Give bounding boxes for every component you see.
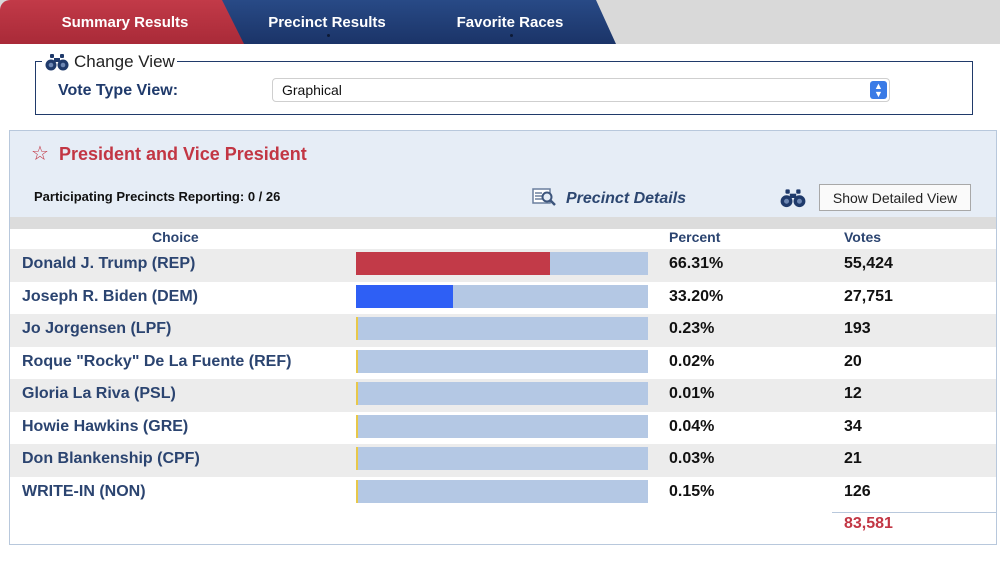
candidate-name[interactable]: Gloria La Riva (PSL)	[22, 385, 176, 402]
vote-bar-fill	[356, 317, 358, 340]
vote-type-value: Graphical	[282, 82, 342, 98]
tab-bar: Summary Results Precinct Results Favorit…	[0, 0, 1000, 44]
candidate-percent: 66.31%	[669, 255, 724, 272]
precincts-reporting: Participating Precincts Reporting: 0 / 2…	[34, 189, 281, 204]
candidate-percent: 0.03%	[669, 450, 715, 467]
tab-dot	[327, 34, 330, 37]
race-title: President and Vice President	[59, 144, 307, 164]
candidate-name[interactable]: Donald J. Trump (REP)	[22, 255, 196, 272]
select-arrows-icon: ▲ ▼	[870, 81, 887, 99]
favorite-star-icon[interactable]: ☆	[31, 143, 49, 165]
total-divider	[832, 512, 996, 513]
vote-bar-fill	[356, 382, 358, 405]
table-row: Don Blankenship (CPF) 0.03% 21	[10, 444, 996, 477]
candidate-percent: 0.23%	[669, 320, 715, 337]
candidate-votes: 12	[844, 385, 862, 402]
column-header-choice: Choice	[152, 229, 199, 245]
header-separator	[10, 217, 996, 229]
tab-precinct-label: Precinct Results	[268, 13, 386, 31]
candidate-percent: 0.04%	[669, 417, 715, 435]
vote-bar-fill	[356, 447, 358, 470]
tab-precinct-results[interactable]: Precinct Results	[222, 0, 432, 44]
candidate-percent: 0.02%	[669, 352, 715, 370]
binoculars-icon	[45, 54, 69, 71]
show-detailed-view-button[interactable]: Show Detailed View	[819, 184, 971, 211]
candidate-percent: 33.20%	[669, 287, 724, 305]
table-row: Howie Hawkins (GRE) 0.04% 34	[10, 412, 996, 445]
tab-dot	[510, 34, 513, 37]
candidate-votes: 34	[844, 417, 862, 435]
table-row: Gloria La Riva (PSL) 0.01% 12	[10, 379, 996, 412]
candidate-name[interactable]: Don Blankenship (CPF)	[22, 450, 200, 467]
vote-bar-fill	[356, 414, 358, 438]
vote-bar	[356, 382, 648, 405]
candidate-votes: 126	[844, 482, 871, 500]
table-row: WRITE-IN (NON) 0.15% 126	[10, 477, 996, 510]
vote-bar-fill	[356, 349, 358, 373]
tab-summary-label: Summary Results	[61, 13, 189, 31]
vote-bar	[356, 252, 648, 275]
candidate-percent: 0.01%	[669, 385, 715, 402]
table-row: Donald J. Trump (REP) 66.31% 55,424	[10, 249, 996, 282]
precinct-details-icon[interactable]	[532, 187, 558, 207]
table-row: Joseph R. Biden (DEM) 33.20% 27,751	[10, 282, 996, 315]
candidate-votes: 55,424	[844, 255, 893, 272]
vote-bar-fill	[356, 479, 358, 503]
tab-favorite-label: Favorite Races	[456, 13, 564, 31]
vote-bar-fill	[356, 252, 550, 275]
candidate-percent: 0.15%	[669, 482, 715, 500]
vote-bar	[356, 447, 648, 470]
tab-favorite-races[interactable]: Favorite Races	[404, 0, 616, 44]
binoculars-icon	[780, 189, 806, 208]
table-row: Roque "Rocky" De La Fuente (REF) 0.02% 20	[10, 347, 996, 380]
race-header: ☆ President and Vice President Participa…	[10, 131, 996, 217]
change-view-box: Change View Vote Type View: Graphical ▲ ▼	[35, 52, 973, 115]
change-view-legend: Change View	[42, 52, 177, 72]
tab-summary-results[interactable]: Summary Results	[0, 0, 250, 44]
precinct-details-link[interactable]: Precinct Details	[566, 190, 687, 207]
candidate-name[interactable]: Roque "Rocky" De La Fuente (REF)	[22, 352, 292, 370]
candidate-votes: 27,751	[844, 287, 893, 305]
vote-bar	[356, 284, 648, 308]
candidate-votes: 21	[844, 450, 862, 467]
column-header-votes: Votes	[844, 229, 882, 245]
vote-bar	[356, 349, 648, 373]
total-votes: 83,581	[844, 515, 893, 532]
race-panel: ☆ President and Vice President Participa…	[9, 130, 997, 545]
table-row: Jo Jorgensen (LPF) 0.23% 193	[10, 314, 996, 347]
vote-bar	[356, 317, 648, 340]
change-view-text: Change View	[74, 52, 175, 71]
column-header-percent: Percent	[669, 229, 721, 245]
candidate-name[interactable]: Howie Hawkins (GRE)	[22, 417, 189, 435]
vote-bar	[356, 479, 648, 503]
candidate-name[interactable]: Joseph R. Biden (DEM)	[22, 287, 199, 305]
candidate-name[interactable]: WRITE-IN (NON)	[22, 482, 146, 500]
vote-bar	[356, 414, 648, 438]
vote-type-label: Vote Type View:	[58, 82, 179, 99]
vote-bar-fill	[356, 284, 453, 308]
candidate-name[interactable]: Jo Jorgensen (LPF)	[22, 320, 172, 337]
candidate-votes: 20	[844, 352, 862, 370]
vote-type-select[interactable]: Graphical ▲ ▼	[272, 78, 890, 102]
candidate-votes: 193	[844, 320, 871, 337]
